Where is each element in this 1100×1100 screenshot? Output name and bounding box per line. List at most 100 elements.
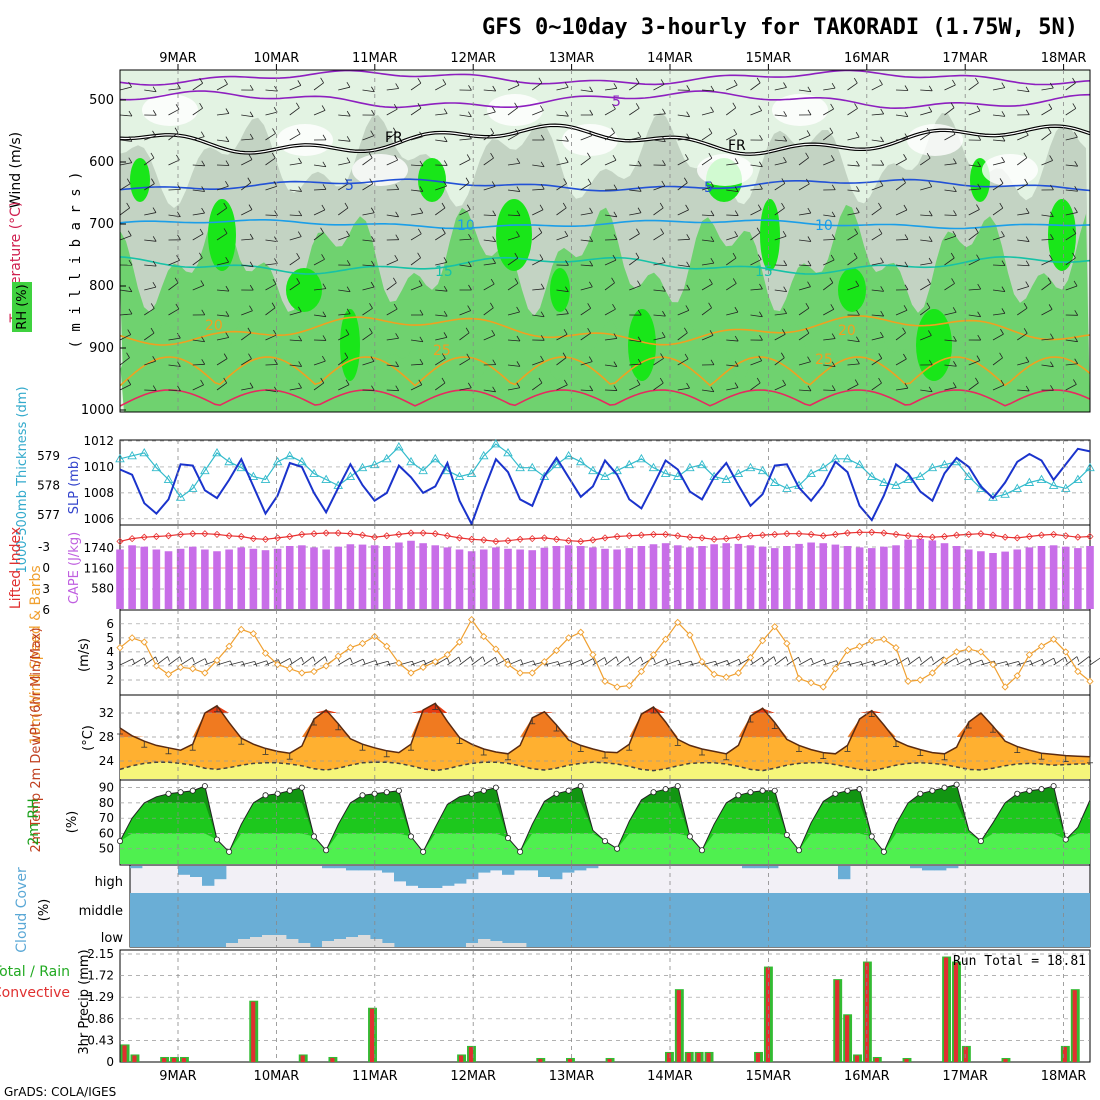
wind-barb-flag [1025,207,1030,214]
wind-barb [532,382,543,391]
wind-barb-flag [177,385,181,391]
wind10-barb-flag [1088,656,1092,662]
wind10-marker [1049,635,1058,643]
wind-barb [265,334,277,341]
li-marker [880,529,888,537]
wind-barb [265,157,276,166]
wind-barb [507,84,520,91]
rh2-marker [480,787,487,794]
wind-barb [120,162,132,166]
wind-barb-flag [1023,152,1028,159]
wind-barb [459,332,470,341]
wind-barb [604,364,617,368]
wind-barb-flag [1049,82,1054,89]
wind-barb-flag [417,252,421,259]
wind-barb [823,87,836,91]
wind-barb [944,387,957,391]
cloud-unit: (%) [37,899,52,922]
wind-barb-flag [443,160,448,166]
wind-barb-flag [152,236,157,242]
wind-barb-flag [635,103,640,109]
wind-barb-flag [1025,281,1030,287]
wind10-marker [686,631,694,639]
wind-barb-flag [152,86,157,92]
wind10-marker [868,637,876,645]
wind-barb-flag [830,155,835,161]
temperature-contour [120,356,1090,387]
wind-barb [629,164,642,167]
thickness-marker [284,450,295,460]
wind-barb-flag [757,254,762,260]
wind-barb-flag [419,309,424,316]
wind10-barb-flag [362,658,366,665]
wind-barb-flag [443,285,448,292]
wind-barb [216,185,229,191]
wind-barb-flag [636,379,641,385]
wind-barb-flag [708,128,713,134]
cape-bar [310,547,318,609]
wind10-barb-flag [604,657,608,663]
wind-barb [1065,233,1077,241]
wind10-barb-flag [1053,658,1057,664]
wind-barb-flag [732,278,737,284]
wind-barb-flag [805,328,810,334]
wind-barb-flag [1025,260,1030,266]
wind-barb-flag [127,329,132,335]
wind10-barb [119,658,133,666]
wind-barb [847,339,860,343]
wind-barb-flag [296,128,301,135]
wind-barb [313,164,326,168]
wind-barb-flag [637,309,642,316]
wind-barb-flag [829,127,834,134]
wind-barb-flag [225,332,230,338]
wind10-marker [674,618,682,627]
wind-barb [604,108,616,116]
wind10-marker [807,679,815,687]
wind-barb-flag [126,202,131,209]
cape-bar [1074,548,1082,609]
wind-barb [289,339,302,342]
thickness-marker [187,483,198,492]
li-marker [940,532,949,541]
wind-barb [386,364,399,367]
li-marker [225,532,233,540]
thickness-marker [357,462,368,472]
wind-barb-flag [298,382,302,389]
wind-barb-flag [903,353,907,360]
cape-bar [1001,551,1009,609]
thickness-marker [1024,477,1035,486]
top-date-label: 13MAR [549,51,595,66]
li-marker [577,537,585,545]
wind-barb-flag [662,108,666,115]
wind10-barb-flag [652,657,656,663]
temperature-contour [120,219,1090,230]
wind10-marker [625,681,633,690]
precip-bars [120,956,1080,1062]
rh2-marker [177,789,184,796]
temp2-minmax [117,703,1093,764]
wind10-barb-flag [931,656,934,662]
precip-bar-convective [676,990,681,1062]
wind-barb [871,382,882,391]
wind-barb [823,259,835,266]
wind-barb-flag [999,352,1003,358]
wind-barb [435,289,448,292]
wind-barb-flag [662,310,666,317]
wind-barb [750,259,762,266]
wind-barb-flag [562,352,567,358]
wind-barb [241,264,254,268]
wind-barb-flag [976,105,981,112]
slp-tick-label: 1006 [83,512,114,526]
wind-barb-flag [710,210,715,216]
wind10-marker [916,676,924,684]
wind-barb [895,89,909,91]
wind-barb-flag [613,385,618,391]
wind-barb-flag [805,178,810,185]
wind-barb-flag [248,353,252,359]
cape-bar [128,545,136,609]
wind-barb [580,239,593,242]
wind-barb [653,358,664,366]
wind-barb [944,107,955,116]
wind10-marker [1037,642,1046,650]
